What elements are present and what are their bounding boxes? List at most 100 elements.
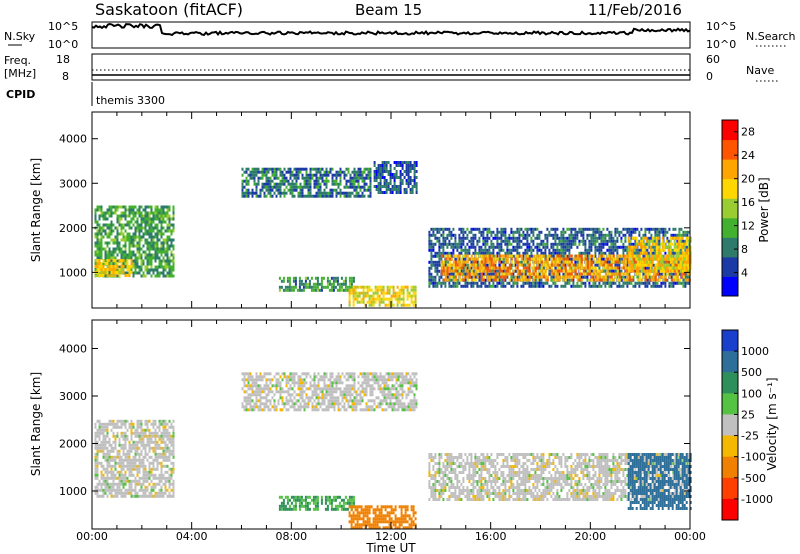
power-colorbar-segment [722,178,738,199]
power-cell-0 [144,220,147,224]
power-cell-0 [106,250,109,254]
velocity-cell-0 [112,473,115,477]
power-cell-0 [156,208,159,212]
power-cell-8 [641,242,644,246]
power-cell-4 [336,279,339,283]
power-cell-0 [120,205,123,209]
power-cell-6 [436,284,439,288]
power-cell-2 [343,176,346,180]
power-cell-1 [96,265,99,268]
power-cell-0 [132,214,135,218]
power-cell-0 [102,226,105,230]
power-cell-6 [428,275,431,279]
power-cell-0 [162,238,165,242]
power-cell-7 [674,272,677,276]
power-cell-0 [154,274,157,278]
power-cell-2 [257,179,260,183]
power-cell-6 [608,269,611,273]
power-cell-2 [305,194,308,198]
power-cell-6 [510,275,513,279]
power-cell-5 [406,303,409,307]
power-cell-6 [500,236,503,240]
power-cell-1 [112,268,115,271]
power-cell-0 [160,211,163,215]
power-cell-5 [360,285,363,289]
power-cell-6 [618,233,621,237]
power-cell-2 [297,185,300,189]
power-cell-8 [663,269,666,273]
power-cell-6 [436,227,439,231]
power-cell-6 [454,245,457,249]
power-cell-5 [382,294,385,298]
power-cell-2 [241,182,244,186]
power-cell-7 [480,263,483,267]
power-cell-0 [168,271,171,275]
velocity-cell-0 [122,431,125,435]
power-cell-6 [592,230,595,234]
power-cell-6 [550,233,553,237]
power-cell-6 [436,236,439,240]
power-cell-4 [288,285,291,289]
power-cell-4 [286,285,289,289]
power-cell-7 [592,254,595,258]
power-cell-7 [534,272,537,276]
velocity-cell-0 [120,494,123,498]
power-cell-6 [682,239,685,243]
power-cell-7 [604,263,607,267]
power-cell-8 [653,257,656,261]
power-cell-6 [490,284,493,288]
power-cell-4 [312,288,315,292]
velocity-cell-0 [104,422,107,426]
power-cell-7 [622,272,625,276]
power-cell-2 [321,173,324,177]
velocity-cell-0 [116,461,119,465]
velocity-cell-0 [116,476,119,480]
power-cell-6 [470,281,473,285]
power-cell-0 [172,274,175,278]
power-cell-1 [118,259,121,262]
power-cell-0 [148,220,151,224]
power-cell-0 [164,205,167,209]
power-cell-8 [651,257,654,261]
power-cell-5 [404,285,407,289]
power-cell-6 [518,251,521,255]
power-cell-0 [142,235,145,239]
power-cell-0 [148,268,151,272]
power-cell-6 [512,248,515,252]
power-cell-8 [679,269,682,273]
power-cell-2 [363,188,366,192]
power-cell-6 [636,248,639,252]
power-cell-6 [688,230,691,234]
power-cell-6 [564,284,567,288]
power-cell-6 [654,233,657,237]
power-cell-0 [124,238,127,242]
power-cell-6 [670,233,673,237]
power-cell-6 [498,278,501,282]
velocity-cell-0 [98,443,101,447]
power-cell-2 [275,167,278,171]
power-cell-0 [156,226,159,230]
power-cell-0 [116,253,119,257]
power-cell-0 [172,211,175,215]
power-cell-2 [261,185,264,189]
power-cell-6 [464,263,467,267]
power-cell-5 [358,294,361,298]
power-cell-2 [339,176,342,180]
power-cell-8 [653,242,656,246]
power-cell-4 [298,276,301,280]
power-cell-6 [546,242,549,246]
power-cell-2 [337,170,340,174]
power-cell-0 [140,214,143,218]
power-cell-6 [492,248,495,252]
power-cell-0 [128,250,131,254]
power-cell-0 [160,250,163,254]
power-cell-7 [560,275,563,279]
power-cell-6 [510,266,513,270]
power-cell-5 [414,288,417,292]
power-cell-6 [562,227,565,231]
power-cell-2 [283,167,286,171]
power-cell-0 [136,229,139,233]
power-cell-2 [289,167,292,171]
power-cell-4 [322,276,325,280]
velocity-cell-0 [100,425,103,429]
